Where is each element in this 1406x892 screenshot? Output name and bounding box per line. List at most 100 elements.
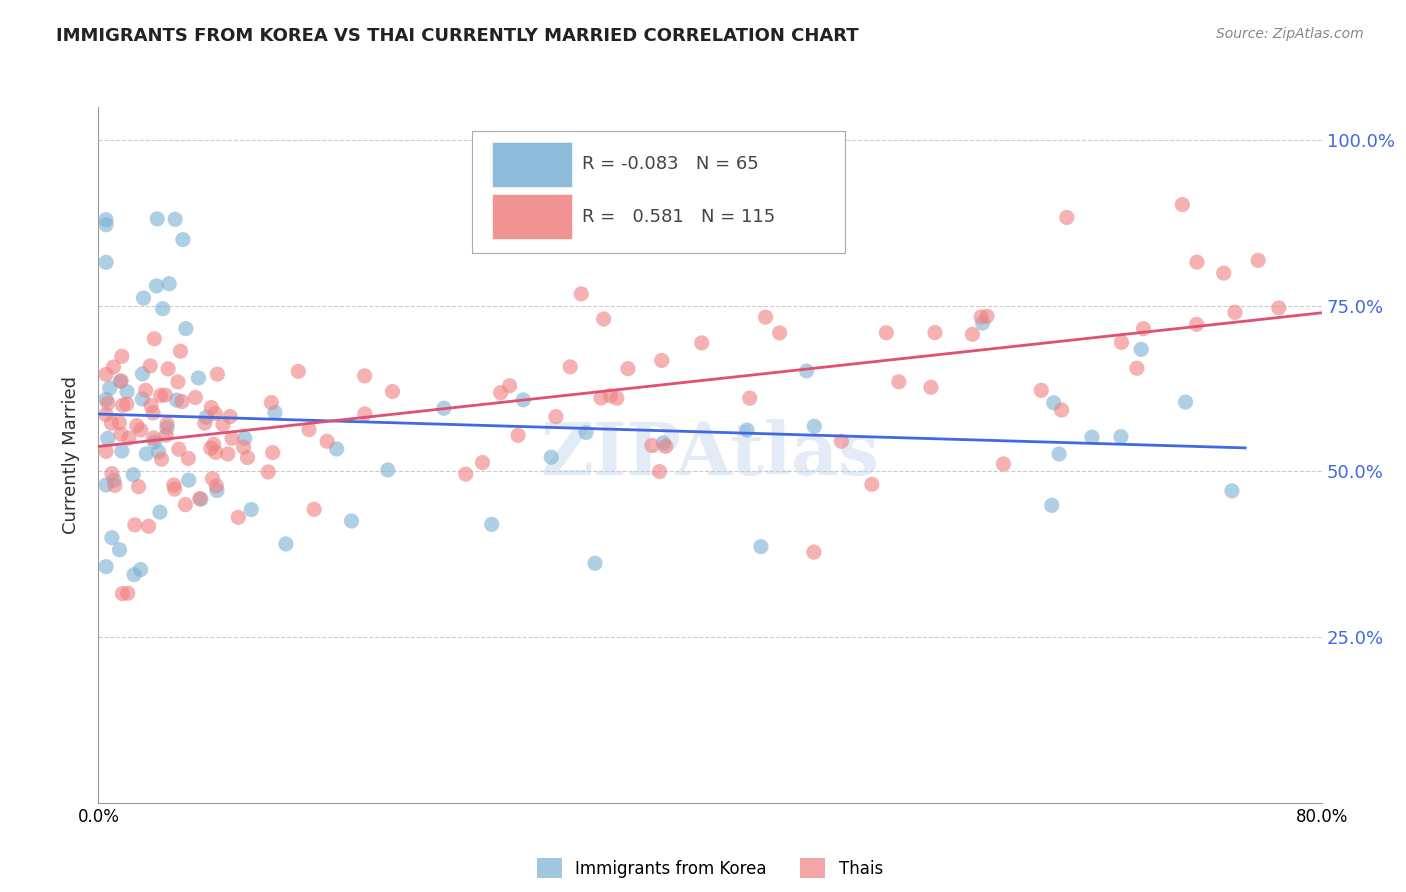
Point xyxy=(583,556,606,570)
Point xyxy=(506,428,529,442)
Point xyxy=(1185,318,1208,332)
Point xyxy=(111,349,134,363)
Point xyxy=(219,409,242,424)
Point xyxy=(167,442,190,457)
Point xyxy=(138,519,160,533)
Point xyxy=(115,384,138,399)
Point xyxy=(153,388,176,402)
Point xyxy=(94,212,117,227)
Point xyxy=(875,326,897,340)
Point xyxy=(201,472,224,486)
Point xyxy=(94,218,117,232)
Point xyxy=(1050,403,1073,417)
Point xyxy=(316,434,339,449)
Point xyxy=(976,310,998,324)
Point xyxy=(156,421,179,435)
Point xyxy=(204,445,226,459)
Point xyxy=(139,359,162,373)
Point xyxy=(1174,395,1197,409)
Point xyxy=(146,211,169,226)
Point xyxy=(569,286,592,301)
Point xyxy=(97,431,120,445)
Point xyxy=(200,442,222,456)
Point xyxy=(163,482,186,496)
Point xyxy=(512,392,534,407)
Point xyxy=(94,559,117,574)
Point xyxy=(735,423,758,437)
Point xyxy=(94,368,117,382)
Point xyxy=(122,567,145,582)
Point xyxy=(165,212,187,227)
Point xyxy=(1081,430,1104,444)
Point xyxy=(796,364,818,378)
Point xyxy=(194,416,217,430)
Point xyxy=(592,312,614,326)
Point xyxy=(100,416,122,430)
Point xyxy=(152,301,174,316)
Point xyxy=(129,423,152,437)
Point xyxy=(1056,211,1078,225)
Point xyxy=(481,517,503,532)
FancyBboxPatch shape xyxy=(471,131,845,253)
Point xyxy=(860,477,883,491)
Point xyxy=(132,291,155,305)
Y-axis label: Currently Married: Currently Married xyxy=(62,376,80,534)
Point xyxy=(221,432,243,446)
Point xyxy=(98,381,121,395)
Point xyxy=(155,428,177,442)
Point xyxy=(830,434,852,449)
Point xyxy=(1220,483,1243,498)
Point xyxy=(1247,253,1270,268)
Point xyxy=(803,545,825,559)
Point xyxy=(262,445,284,459)
Point xyxy=(150,452,173,467)
Point xyxy=(128,480,150,494)
Point xyxy=(260,395,283,409)
Point xyxy=(172,233,194,247)
Point xyxy=(205,479,228,493)
Point xyxy=(264,405,287,419)
Point xyxy=(754,310,776,325)
Point xyxy=(111,444,134,458)
Point xyxy=(1212,266,1234,280)
Point xyxy=(217,447,239,461)
Point xyxy=(125,418,148,433)
Point xyxy=(433,401,456,416)
Point xyxy=(103,473,125,487)
Point xyxy=(353,407,375,421)
Point xyxy=(177,451,200,466)
Point xyxy=(920,380,942,394)
Point xyxy=(970,310,993,324)
Point xyxy=(104,478,127,492)
Point xyxy=(540,450,562,465)
Point xyxy=(377,463,399,477)
Point xyxy=(103,359,125,374)
FancyBboxPatch shape xyxy=(492,142,572,187)
Point xyxy=(887,375,910,389)
Point xyxy=(139,398,162,412)
Point xyxy=(212,417,235,432)
Point xyxy=(454,467,477,482)
Point xyxy=(972,316,994,330)
Point xyxy=(1171,197,1194,211)
Point xyxy=(617,361,640,376)
Point xyxy=(232,440,254,454)
Point xyxy=(1130,343,1153,357)
Point xyxy=(690,335,713,350)
Point xyxy=(1126,361,1149,376)
Point xyxy=(108,416,131,430)
Point xyxy=(236,450,259,465)
Point xyxy=(177,473,200,487)
Point xyxy=(145,279,167,293)
Point xyxy=(169,344,191,359)
Point xyxy=(1109,430,1132,444)
Text: R =   0.581   N = 115: R = 0.581 N = 115 xyxy=(582,208,775,226)
Point xyxy=(156,417,179,431)
Point xyxy=(962,327,984,342)
Point xyxy=(1185,255,1208,269)
Point xyxy=(135,384,157,398)
Point xyxy=(803,419,825,434)
Point xyxy=(648,465,671,479)
Point xyxy=(655,439,678,453)
Point xyxy=(143,332,166,346)
